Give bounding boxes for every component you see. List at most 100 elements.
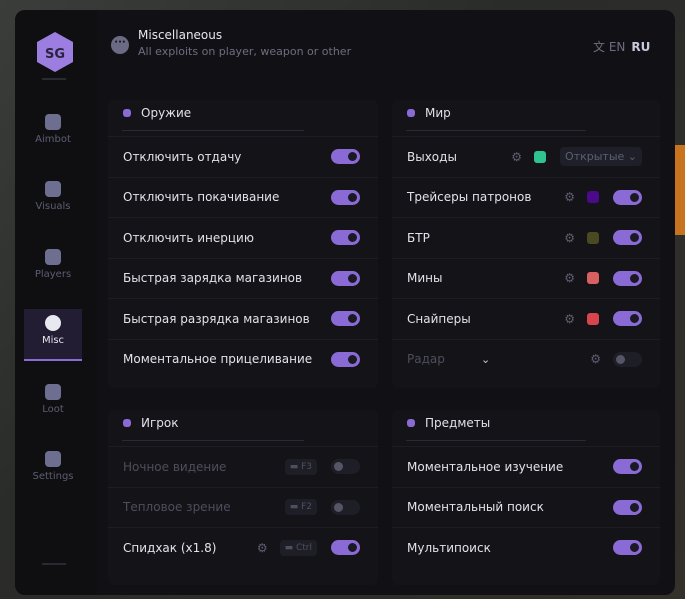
setting-row: Быстрая разрядка магазинов [108, 298, 378, 338]
gear-icon[interactable]: ⚙ [564, 230, 575, 245]
divider [122, 130, 304, 131]
toggle-switch[interactable] [331, 230, 360, 245]
section-header: Мир [407, 106, 451, 120]
section-icon [123, 109, 131, 117]
setting-label: Мины [407, 271, 443, 285]
setting-label: Отключить инерцию [123, 230, 254, 245]
setting-label: Снайперы [407, 311, 471, 326]
dots-icon: ··· [111, 36, 129, 54]
gear-icon[interactable]: ⚙ [256, 540, 268, 555]
toggle-switch[interactable] [331, 351, 360, 367]
setting-row: Радар ⌄ ⚙ [392, 338, 660, 379]
app-window: SG Aimbot Visuals Players Misc Loot Sett… [15, 10, 675, 595]
setting-label: Ночное видение [123, 459, 227, 474]
toggle-switch[interactable] [331, 270, 360, 286]
toggle-switch[interactable] [331, 540, 360, 555]
exits-select[interactable]: Открытые ⌄ [560, 147, 642, 166]
toggle-switch[interactable] [331, 499, 360, 515]
dots-icon [45, 315, 61, 331]
gear-icon[interactable]: ⚙ [564, 271, 575, 285]
toggle-switch[interactable] [613, 270, 642, 286]
sidebar-item-loot[interactable]: Loot [24, 378, 82, 430]
toggle-switch[interactable] [613, 499, 642, 515]
chevron-down-icon[interactable]: ⌄ [481, 352, 491, 366]
sidebar-item-players[interactable]: Players [24, 243, 82, 295]
setting-label: Спидхак (x1.8) [123, 540, 217, 555]
svg-text:SG: SG [45, 47, 65, 62]
setting-row: Моментальное изучение [392, 446, 660, 486]
sidebar-item-aimbot[interactable]: Aimbot [24, 108, 82, 160]
lang-en[interactable]: EN [608, 40, 626, 54]
sidebar-item-misc[interactable]: Misc [24, 309, 82, 361]
color-swatch[interactable] [587, 312, 599, 325]
gear-icon[interactable]: ⚙ [590, 352, 601, 366]
users-icon [45, 249, 61, 265]
sidebar: SG Aimbot Visuals Players Misc Loot Sett… [15, 10, 97, 595]
sidebar-item-visuals[interactable]: Visuals [24, 175, 82, 227]
color-swatch[interactable] [587, 272, 599, 284]
gear-icon[interactable]: ⚙ [511, 149, 523, 164]
section-icon [407, 109, 415, 117]
setting-row: Быстрая зарядка магазинов [108, 257, 378, 298]
toggle-switch[interactable] [613, 311, 642, 326]
hotkey-label: F2 [301, 502, 312, 512]
toggle-switch[interactable] [331, 311, 360, 326]
setting-label: Выходы [407, 149, 457, 164]
divider [122, 440, 304, 441]
gear-icon[interactable]: ⚙ [564, 311, 575, 326]
setting-label: Моментальный поиск [407, 500, 544, 514]
hotkey-button[interactable]: ▬ F2 [284, 499, 317, 515]
setting-row: Отключить покачивание [108, 176, 378, 217]
gear-icon[interactable]: ⚙ [564, 190, 575, 204]
hotkey-button[interactable]: ▬ F3 [284, 458, 317, 475]
toggle-switch[interactable] [613, 459, 642, 474]
color-swatch[interactable] [534, 150, 547, 163]
setting-row: Моментальный поиск [392, 486, 660, 527]
setting-label: Быстрая зарядка магазинов [123, 271, 303, 285]
toggle-switch[interactable] [613, 230, 642, 245]
setting-label: Быстрая разрядка магазинов [123, 311, 310, 326]
section-header: Игрок [123, 416, 179, 430]
color-swatch[interactable] [587, 231, 599, 244]
setting-row: Спидхак (x1.8) ⚙ ▬ Ctrl [108, 527, 378, 567]
color-swatch[interactable] [587, 191, 599, 203]
divider [406, 130, 586, 131]
section-title: Мир [425, 106, 451, 120]
weapon-card: Оружие Отключить отдачу Отключить покачива… [108, 100, 378, 388]
lang-ru[interactable]: RU [631, 40, 651, 54]
setting-row: Тепловое зрение ▬ F2 [108, 486, 378, 527]
divider [42, 563, 66, 565]
hotkey-label: Ctrl [295, 542, 312, 553]
nav-label: Aimbot [35, 134, 71, 145]
sidebar-item-settings[interactable]: Settings [24, 445, 82, 497]
translate-icon: 文 [593, 40, 609, 54]
toggle-switch[interactable] [331, 149, 360, 164]
setting-row: Снайперы ⚙ [392, 298, 660, 338]
toggle-switch[interactable] [331, 459, 360, 474]
section-title: Игрок [141, 416, 179, 430]
setting-row: Отключить отдачу [108, 136, 378, 176]
list-icon [45, 451, 61, 467]
setting-row: Моментальное прицеливание [108, 338, 378, 379]
setting-row: Отключить инерцию [108, 217, 378, 257]
setting-row: БТР ⚙ [392, 217, 660, 257]
items-card: Предметы Моментальное изучение Моментальны… [392, 410, 660, 585]
nav-label: Visuals [35, 201, 71, 212]
divider [406, 440, 586, 441]
world-card: Мир Выходы ⚙ Открытые ⌄ Трейсеры патронов ⚙ БТ… [392, 100, 660, 388]
setting-label: Отключить покачивание [123, 190, 280, 204]
toggle-switch[interactable] [613, 351, 642, 367]
toggle-switch[interactable] [613, 540, 642, 555]
setting-label: Тепловое зрение [123, 500, 231, 514]
toggle-switch[interactable] [331, 189, 360, 205]
setting-label: Моментальное изучение [407, 459, 564, 474]
setting-label: Радар [407, 352, 445, 366]
page-title: Miscellaneous [138, 28, 223, 42]
setting-label: Мультипоиск [407, 540, 491, 555]
toggle-switch[interactable] [613, 189, 642, 205]
hotkey-button[interactable]: ▬ Ctrl [279, 539, 317, 556]
section-title: Предметы [425, 416, 491, 430]
setting-label: Трейсеры патронов [407, 190, 532, 204]
nav-label: Misc [41, 335, 65, 346]
setting-row: Выходы ⚙ Открытые ⌄ [392, 136, 660, 176]
